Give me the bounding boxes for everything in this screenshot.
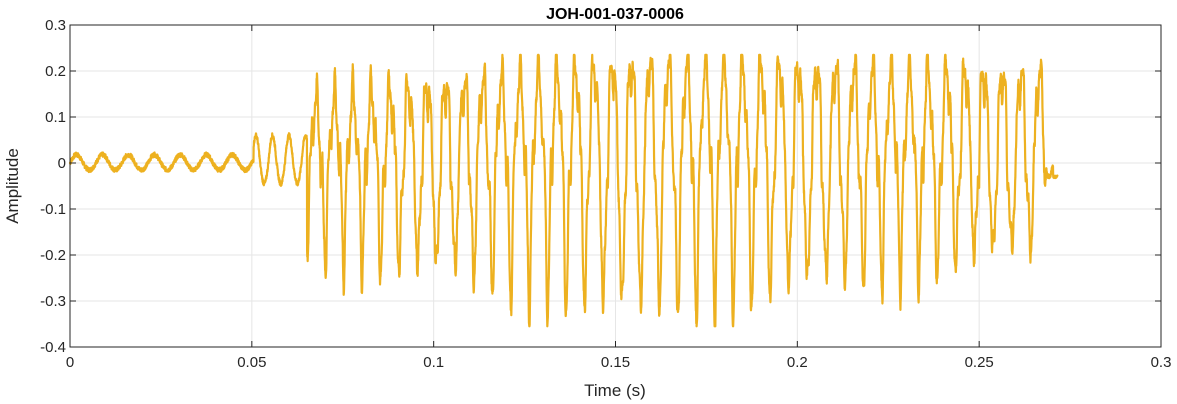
x-tick-label: 0 <box>66 354 74 371</box>
x-tick-label: 0.25 <box>965 354 994 371</box>
x-tick-label: 0.1 <box>423 354 444 371</box>
x-axis-ticks: 0 0.05 0.1 0.15 0.2 0.25 0.3 <box>66 25 1172 371</box>
y-tick-label: 0.3 <box>45 17 66 34</box>
y-tick-label: -0.2 <box>40 247 66 264</box>
chart-title: JOH-001-037-0006 <box>546 6 684 23</box>
y-tick-label: -0.1 <box>40 201 66 218</box>
y-tick-label: -0.3 <box>40 293 66 310</box>
x-tick-label: 0.05 <box>237 354 266 371</box>
y-tick-label: 0 <box>58 155 66 172</box>
x-tick-label: 0.15 <box>601 354 630 371</box>
y-axis-label: Amplitude <box>3 148 22 224</box>
y-tick-label: -0.4 <box>40 339 66 356</box>
x-tick-label: 0.2 <box>787 354 808 371</box>
x-axis-label: Time (s) <box>584 381 646 400</box>
series-line-waveform <box>68 53 1059 328</box>
y-tick-label: 0.1 <box>45 109 66 126</box>
y-axis-ticks: -0.4 -0.3 -0.2 -0.1 0 0.1 0.2 0.3 <box>40 17 1161 356</box>
y-tick-label: 0.2 <box>45 63 66 80</box>
x-tick-label: 0.3 <box>1151 354 1172 371</box>
